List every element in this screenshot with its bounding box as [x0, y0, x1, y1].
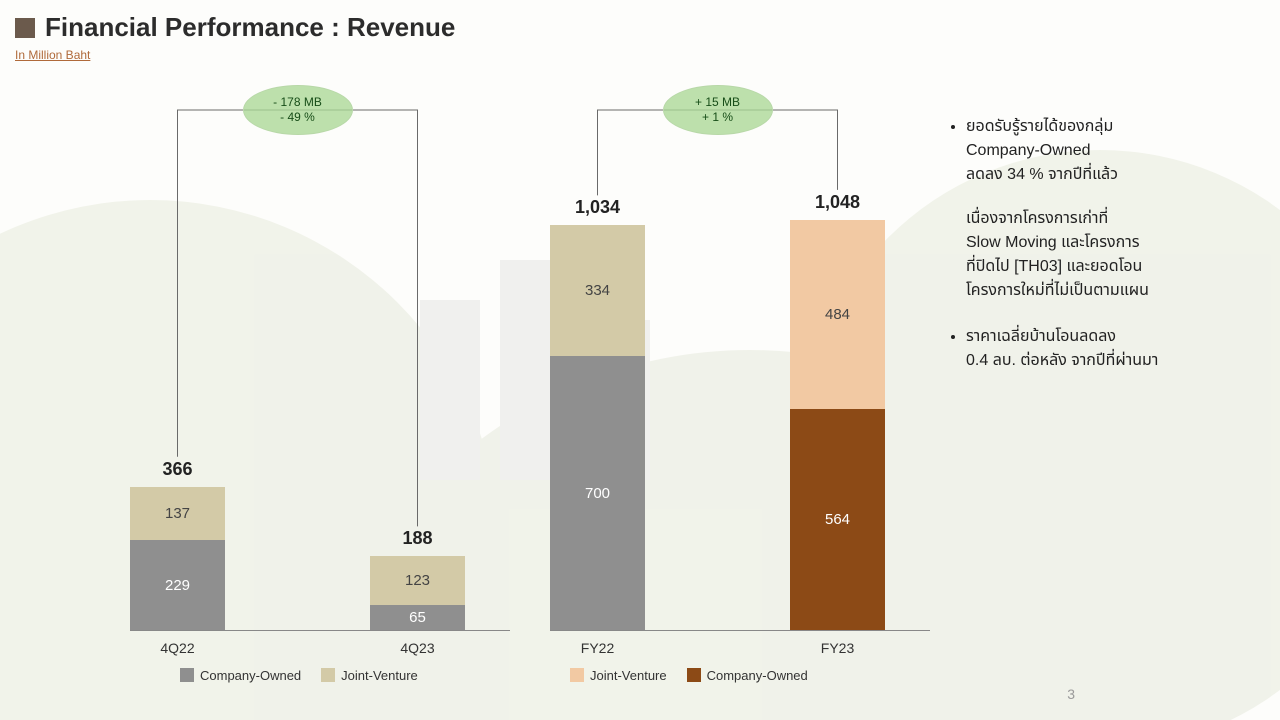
revenue-chart: 2291373664Q22651231884Q23- 178 MB- 49 %C…	[130, 90, 930, 690]
legend: Company-Owned Joint-Venture	[180, 668, 418, 683]
bullet-2: ราคาเฉลี่ยบ้านโอนลดลง 0.4 ลบ. ต่อหลัง จา…	[966, 325, 1253, 373]
legend-item: Company-Owned	[180, 668, 301, 683]
segment-value: 65	[409, 609, 426, 626]
page-number: 3	[1067, 686, 1075, 702]
x-axis-label: 4Q23	[358, 640, 478, 656]
legend-swatch-icon	[180, 668, 194, 682]
bar-segment: 564	[790, 409, 885, 630]
legend-item: Joint-Venture	[570, 668, 667, 683]
bar-total: 366	[123, 459, 233, 480]
legend-label: Joint-Venture	[590, 668, 667, 683]
axis-line	[550, 630, 930, 631]
text: 0.4 ลบ. ต่อหลัง จากปีที่ผ่านมา	[966, 352, 1158, 369]
segment-value: 334	[585, 282, 610, 299]
delta-value: + 15 MB	[695, 95, 740, 110]
slide: Financial Performance : Revenue In Milli…	[0, 0, 1280, 720]
bar-total: 188	[363, 528, 473, 549]
legend: Joint-Venture Company-Owned	[570, 668, 808, 683]
segment-value: 229	[165, 577, 190, 594]
title-swatch-icon	[15, 18, 35, 38]
delta-percent: + 1 %	[702, 110, 733, 125]
text: Slow Moving และโครงการ	[966, 234, 1140, 251]
delta-bubble: - 178 MB- 49 %	[243, 85, 353, 135]
legend-swatch-icon	[687, 668, 701, 682]
unit-subtitle: In Million Baht	[15, 48, 90, 62]
segment-value: 564	[825, 511, 850, 528]
delta-bubble: + 15 MB+ 1 %	[663, 85, 773, 135]
text: เนื่องจากโครงการเก่าที่	[966, 210, 1108, 227]
delta-value: - 178 MB	[273, 95, 322, 110]
bar-segment: 65	[370, 605, 465, 630]
bar-segment: 700	[550, 356, 645, 630]
axis-line	[130, 630, 510, 631]
slide-title: Financial Performance : Revenue	[45, 12, 455, 43]
segment-value: 484	[825, 306, 850, 323]
bar-segment: 484	[790, 220, 885, 409]
legend-label: Company-Owned	[707, 668, 808, 683]
bar-segment: 334	[550, 225, 645, 356]
bullet-1: ยอดรับรู้รายได้ของกลุ่ม Company-Owned ลด…	[966, 115, 1253, 303]
bar-segment: 229	[130, 540, 225, 630]
text: Company-Owned	[966, 142, 1091, 159]
bar-total: 1,048	[783, 192, 893, 213]
text: ลดลง 34 % จากปีที่แล้ว	[966, 166, 1118, 183]
legend-item: Joint-Venture	[321, 668, 418, 683]
text: ราคาเฉลี่ยบ้านโอนลดลง	[966, 328, 1116, 345]
bar-total: 1,034	[543, 197, 653, 218]
segment-value: 700	[585, 485, 610, 502]
legend-swatch-icon	[321, 668, 335, 682]
legend-swatch-icon	[570, 668, 584, 682]
legend-label: Joint-Venture	[341, 668, 418, 683]
bar-segment: 137	[130, 487, 225, 541]
segment-value: 123	[405, 572, 430, 589]
text: ยอดรับรู้รายได้ของกลุ่ม	[966, 118, 1113, 135]
x-axis-label: FY22	[538, 640, 658, 656]
legend-label: Company-Owned	[200, 668, 301, 683]
title-row: Financial Performance : Revenue	[15, 12, 455, 43]
segment-value: 137	[165, 505, 190, 522]
text: โครงการใหม่ที่ไม่เป็นตามแผน	[966, 282, 1149, 299]
legend-item: Company-Owned	[687, 668, 808, 683]
x-axis-label: FY23	[778, 640, 898, 656]
text: ที่ปิดไป [TH03] และยอดโอน	[966, 258, 1142, 275]
x-axis-label: 4Q22	[118, 640, 238, 656]
bar-segment: 123	[370, 556, 465, 604]
delta-percent: - 49 %	[280, 110, 315, 125]
commentary: ยอดรับรู้รายได้ของกลุ่ม Company-Owned ลด…	[948, 115, 1253, 395]
